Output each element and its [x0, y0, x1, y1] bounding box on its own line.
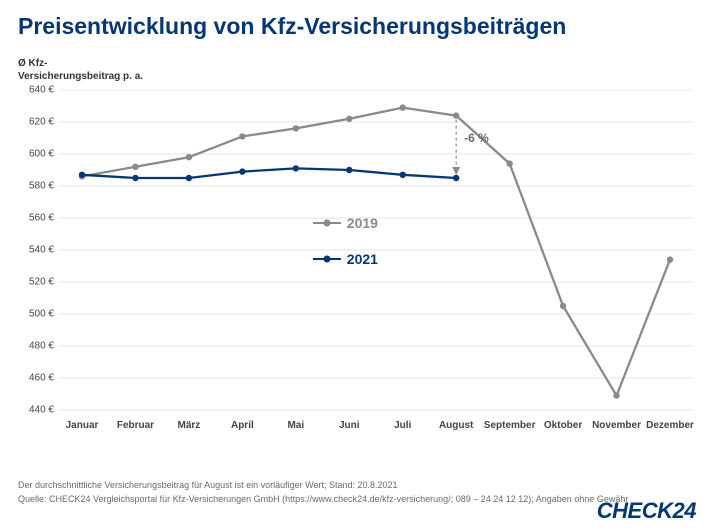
- x-tick-label: Juni: [339, 420, 360, 431]
- y-axis-title: Ø Kfz- Versicherungsbeitrag p. a.: [18, 58, 143, 83]
- x-tick-label: Mai: [287, 420, 304, 431]
- logo-text-check: CHECK: [597, 498, 673, 523]
- percent-annotation: -6 %: [464, 131, 489, 145]
- y-axis-title-line1: Ø Kfz-: [18, 58, 47, 69]
- x-tick-label: Januar: [66, 420, 99, 431]
- legend-label: 2019: [347, 215, 378, 231]
- y-tick-label: 580 €: [16, 181, 54, 192]
- x-tick-label: Juli: [394, 420, 411, 431]
- legend-swatch: [313, 222, 341, 224]
- x-tick-label: November: [592, 420, 641, 431]
- y-tick-label: 600 €: [16, 149, 54, 160]
- y-axis-title-line2: Versicherungsbeitrag p. a.: [18, 71, 143, 82]
- chart-container: { "title": { "text": "Preisentwicklung v…: [0, 0, 710, 532]
- footnote-line2: Quelle: CHECK24 Vergleichsportal für Kfz…: [18, 494, 628, 504]
- y-tick-label: 440 €: [16, 405, 54, 416]
- x-tick-label: April: [231, 420, 254, 431]
- x-tick-label: Februar: [117, 420, 154, 431]
- y-tick-label: 500 €: [16, 309, 54, 320]
- x-tick-label: Dezember: [646, 420, 694, 431]
- y-tick-label: 480 €: [16, 341, 54, 352]
- x-tick-label: März: [178, 420, 201, 431]
- chart-title: Preisentwicklung von Kfz-Versicherungsbe…: [18, 14, 566, 39]
- logo: CHECK24: [597, 498, 696, 524]
- y-tick-label: 520 €: [16, 277, 54, 288]
- footnote-line1: Der durchschnittliche Versicherungsbeitr…: [18, 480, 398, 490]
- y-tick-label: 460 €: [16, 373, 54, 384]
- legend-label: 2021: [347, 251, 378, 267]
- x-tick-label: September: [484, 420, 536, 431]
- legend-swatch: [313, 258, 341, 260]
- y-tick-label: 640 €: [16, 85, 54, 96]
- y-tick-label: 540 €: [16, 245, 54, 256]
- logo-text-24: 24: [673, 498, 696, 523]
- legend-item-s2021: 2021: [313, 251, 378, 267]
- y-tick-label: 620 €: [16, 117, 54, 128]
- legend-item-s2019: 2019: [313, 215, 378, 231]
- x-tick-label: August: [439, 420, 473, 431]
- x-tick-label: Oktober: [544, 420, 582, 431]
- y-tick-label: 560 €: [16, 213, 54, 224]
